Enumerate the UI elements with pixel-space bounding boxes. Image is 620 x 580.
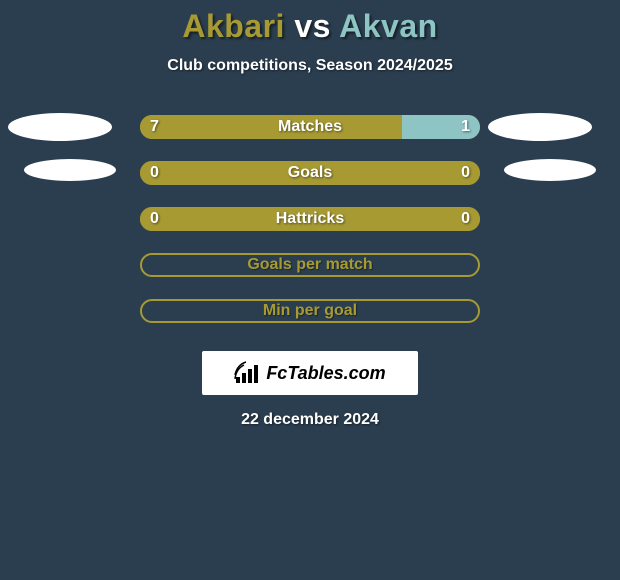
stat-bar: 00Goals [140,161,480,185]
player-ellipse [8,113,112,141]
stat-pill: Min per goal [140,299,480,323]
page-title: Akbari vs Akvan [0,0,620,45]
stats-row: 00Goals [0,161,620,207]
logo-text: FcTables.com [266,363,385,384]
stats-row: Goals per match [0,253,620,299]
player-ellipse [488,113,592,141]
title-player1: Akbari [182,8,285,44]
stat-bar: 00Hattricks [140,207,480,231]
player-ellipse [24,159,116,181]
footer-date: 22 december 2024 [0,411,620,429]
stat-pill: Goals per match [140,253,480,277]
subtitle: Club competitions, Season 2024/2025 [0,57,620,75]
stats-row: 71Matches [0,115,620,161]
title-player2: Akvan [339,8,438,44]
stat-bar-label: Matches [140,115,480,139]
player-ellipse [504,159,596,181]
stats-row: 00Hattricks [0,207,620,253]
stat-bar: 71Matches [140,115,480,139]
stats-row: Min per goal [0,299,620,345]
wifi-bars-icon [234,361,262,385]
stat-pill-label: Min per goal [142,301,478,321]
stat-pill-label: Goals per match [142,255,478,275]
stat-bar-label: Hattricks [140,207,480,231]
logo-box: FcTables.com [202,351,418,395]
stats-area: 71Matches 00Goals 00Hattricks Goals per mat… [0,115,620,345]
title-vs: vs [285,8,339,44]
stat-bar-label: Goals [140,161,480,185]
